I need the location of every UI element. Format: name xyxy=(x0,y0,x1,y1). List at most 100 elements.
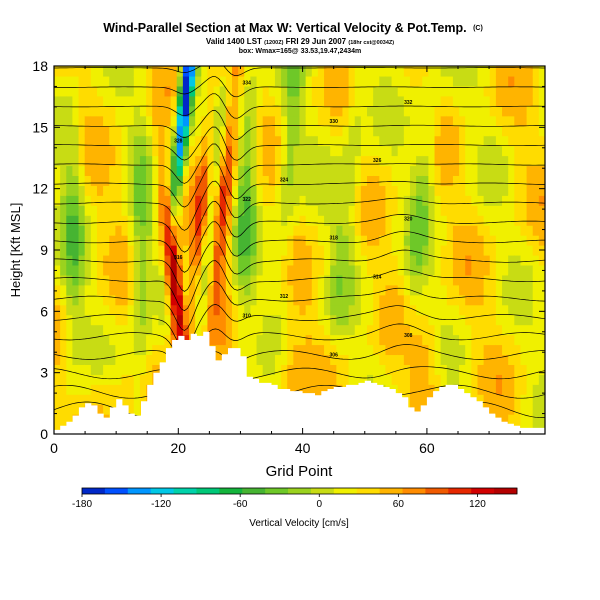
heatmap-cell xyxy=(133,264,141,276)
heatmap-cell xyxy=(360,245,368,256)
heatmap-cell xyxy=(502,145,509,157)
heatmap-cell xyxy=(274,245,282,256)
heatmap-cell xyxy=(127,235,135,246)
heatmap-cell xyxy=(170,235,178,246)
heatmap-cell xyxy=(477,344,485,356)
heatmap-cell xyxy=(348,314,356,326)
heatmap-cell xyxy=(96,225,104,236)
heatmap-cell xyxy=(293,284,301,296)
heatmap-cell xyxy=(538,185,545,196)
heatmap-cell xyxy=(409,115,417,127)
heatmap-cell xyxy=(538,294,545,306)
heatmap-cell xyxy=(538,354,545,365)
heatmap-cell xyxy=(103,404,110,415)
heatmap-cell xyxy=(262,165,270,177)
heatmap-cell xyxy=(195,165,202,177)
heatmap-cell xyxy=(96,125,104,137)
heatmap-cell xyxy=(127,264,135,276)
heatmap-cell xyxy=(342,304,350,316)
heatmap-cell xyxy=(459,354,466,365)
colorbar-tick-label: -120 xyxy=(151,499,171,510)
heatmap-cell xyxy=(409,274,417,286)
heatmap-cell xyxy=(311,125,319,137)
heatmap-cell xyxy=(324,115,331,127)
heatmap-cell xyxy=(502,364,509,375)
heatmap-cell xyxy=(477,66,485,77)
heatmap-cell xyxy=(330,314,337,326)
heatmap-cell xyxy=(489,284,497,296)
heatmap-cell xyxy=(268,304,276,316)
heatmap-cell xyxy=(514,135,522,147)
heatmap-cell xyxy=(84,205,92,216)
heatmap-cell xyxy=(520,334,528,346)
heatmap-cell xyxy=(152,115,159,127)
heatmap-cell xyxy=(373,225,380,236)
heatmap-cell xyxy=(330,105,337,117)
heatmap-cell xyxy=(305,75,313,87)
heatmap-cell xyxy=(127,215,135,226)
heatmap-cell xyxy=(262,105,270,117)
heatmap-cell xyxy=(146,75,153,87)
heatmap-cell xyxy=(201,235,209,246)
heatmap-cell xyxy=(502,414,509,425)
heatmap-cell xyxy=(207,195,215,206)
heatmap-cell xyxy=(54,235,61,246)
heatmap-cell xyxy=(176,165,184,177)
heatmap-cell xyxy=(514,324,522,336)
heatmap-cell xyxy=(397,85,405,97)
heatmap-cell xyxy=(287,354,294,365)
heatmap-cell xyxy=(244,324,251,336)
heatmap-cell xyxy=(189,165,196,177)
heatmap-cell xyxy=(452,304,460,316)
heatmap-cell xyxy=(66,384,74,395)
heatmap-cell xyxy=(109,235,116,246)
heatmap-cell xyxy=(354,175,362,186)
heatmap-cell xyxy=(281,364,288,375)
heatmap-cell xyxy=(508,264,515,276)
heatmap-cell xyxy=(293,175,301,186)
heatmap-cell xyxy=(281,304,288,316)
heatmap-cell xyxy=(397,135,405,147)
heatmap-cell xyxy=(293,364,301,375)
heatmap-cell xyxy=(164,314,172,326)
heatmap-cell xyxy=(514,165,522,177)
heatmap-cell xyxy=(299,95,307,107)
heatmap-cell xyxy=(416,215,423,226)
heatmap-cell xyxy=(459,66,466,77)
heatmap-cell xyxy=(489,334,497,346)
heatmap-cell xyxy=(373,324,380,336)
heatmap-cell xyxy=(268,205,276,216)
heatmap-cell xyxy=(538,334,545,346)
heatmap-cell xyxy=(317,165,325,177)
heatmap-cell xyxy=(324,294,331,306)
heatmap-cell xyxy=(60,364,67,375)
heatmap-cell xyxy=(78,85,86,97)
heatmap-cell xyxy=(195,135,202,147)
heatmap-cell xyxy=(60,254,67,266)
heatmap-cell xyxy=(115,374,123,385)
heatmap-cell xyxy=(256,284,264,296)
heatmap-cell xyxy=(452,195,460,206)
heatmap-cell xyxy=(219,155,227,167)
colorbar-tick-label: 0 xyxy=(316,499,322,510)
isentrope-label: 308 xyxy=(404,333,413,339)
heatmap-cell xyxy=(373,66,380,77)
heatmap-cell xyxy=(238,304,245,316)
heatmap-cell xyxy=(452,274,460,286)
heatmap-cell xyxy=(274,274,282,286)
heatmap-cell xyxy=(152,205,159,216)
heatmap-cell xyxy=(146,85,153,97)
heatmap-cell xyxy=(274,85,282,97)
heatmap-cell xyxy=(434,245,442,256)
heatmap-cell xyxy=(72,215,80,226)
heatmap-cell xyxy=(225,205,233,216)
heatmap-cell xyxy=(446,344,454,356)
heatmap-cell xyxy=(66,294,74,306)
heatmap-cell xyxy=(373,354,380,365)
heatmap-cell xyxy=(502,384,509,395)
heatmap-cell xyxy=(103,235,110,246)
heatmap-cell xyxy=(299,85,307,97)
heatmap-cell xyxy=(373,235,380,246)
heatmap-cell xyxy=(305,195,313,206)
heatmap-cell xyxy=(416,66,423,77)
